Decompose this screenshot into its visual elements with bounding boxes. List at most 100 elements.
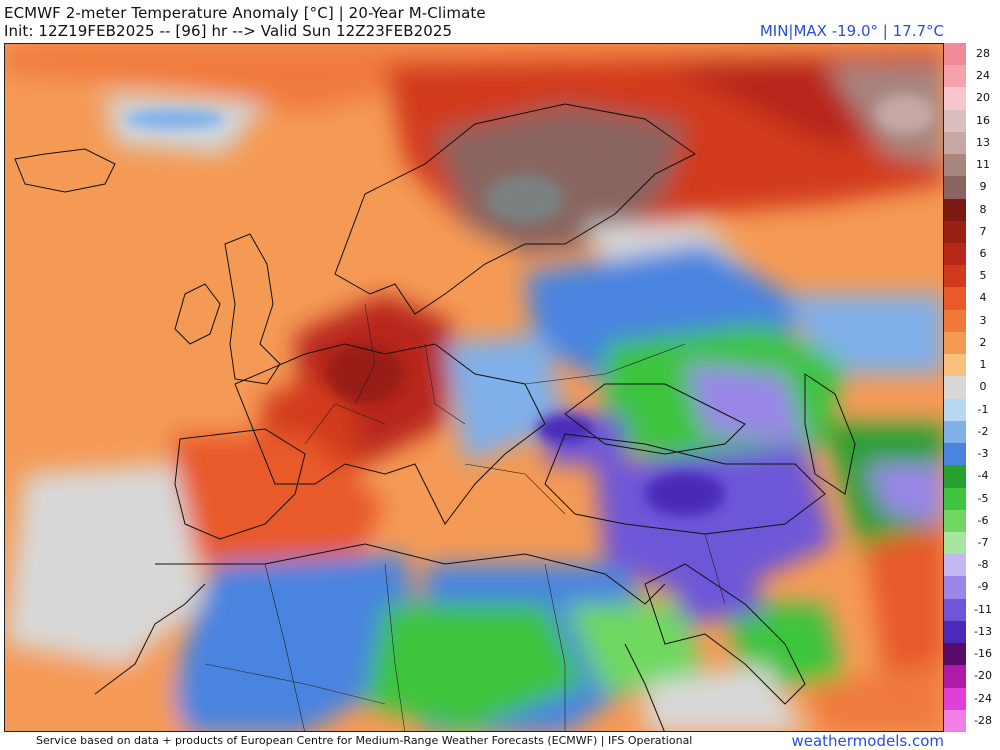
legend-entry: -2 <box>944 420 1000 444</box>
legend-label: -20 <box>974 669 992 683</box>
legend-swatch <box>944 220 966 244</box>
coastlines <box>14 103 856 731</box>
legend-entry: 5 <box>944 265 1000 288</box>
legend-entry: 1 <box>944 354 1000 377</box>
legend-swatch <box>944 154 966 177</box>
legend-entry: 2 <box>944 331 1000 355</box>
legend-entry: -9 <box>944 576 1000 599</box>
legend-label: 8 <box>979 202 987 216</box>
legend-entry: -24 <box>944 687 1000 710</box>
anomaly-map <box>4 43 944 732</box>
legend-swatch <box>944 43 966 66</box>
legend-swatch <box>944 65 966 88</box>
legend-label: 6 <box>979 247 987 261</box>
legend-swatch <box>944 87 966 110</box>
legend-label: 5 <box>979 269 987 283</box>
legend-label: 9 <box>979 180 987 194</box>
legend-entry: -11 <box>944 598 1000 621</box>
legend-label: 16 <box>976 113 990 127</box>
legend-entry: -7 <box>944 531 1000 555</box>
legend-entry: 13 <box>944 131 1000 155</box>
legend-swatch <box>944 131 966 155</box>
legend-entry: -20 <box>944 665 1000 688</box>
legend-entry: 4 <box>944 287 1000 310</box>
legend-swatch <box>944 554 966 577</box>
legend-label: 4 <box>979 291 987 305</box>
legend-label: -13 <box>974 624 992 638</box>
legend-entry: 20 <box>944 87 1000 110</box>
legend-label: -4 <box>977 469 989 483</box>
legend-label: -24 <box>974 691 992 705</box>
legend-swatch <box>944 709 966 732</box>
legend-entry: 0 <box>944 376 1000 399</box>
legend-swatch <box>944 265 966 288</box>
legend-label: -9 <box>977 580 989 594</box>
legend-swatch <box>944 687 966 710</box>
legend-label: -11 <box>974 602 992 616</box>
legend-entry: 9 <box>944 176 1000 199</box>
legend-label: -5 <box>977 491 989 505</box>
legend-entry: 16 <box>944 109 1000 132</box>
legend-entry: 7 <box>944 220 1000 244</box>
legend-label: 13 <box>976 135 990 149</box>
legend-swatch <box>944 620 966 644</box>
map-subtitle: Init: 12Z19FEB2025 -- [96] hr --> Valid … <box>4 22 453 40</box>
legend-swatch <box>944 376 966 399</box>
legend-entry: -3 <box>944 443 1000 466</box>
legend-entry: -4 <box>944 465 1000 488</box>
legend-label: -16 <box>974 647 992 661</box>
legend-entry: -1 <box>944 398 1000 421</box>
legend-swatch <box>944 243 966 266</box>
legend-label: 7 <box>979 224 987 238</box>
legend-label: -1 <box>977 402 989 416</box>
legend-swatch <box>944 643 966 666</box>
color-scale-legend: 28 24 20 16 13 11 9 8 7 6 5 4 3 2 1 0 -1 -2 -3 -4 -5 -6 -7 -8 -9… <box>944 43 1000 732</box>
legend-label: 2 <box>979 335 987 349</box>
legend-entry: 24 <box>944 65 1000 88</box>
legend-swatch <box>944 398 966 421</box>
legend-entry: 3 <box>944 309 1000 332</box>
legend-label: 11 <box>976 158 990 172</box>
legend-entry: 8 <box>944 198 1000 221</box>
min-max-readout: MIN|MAX -19.0° | 17.7°C <box>759 22 944 40</box>
legend-swatch <box>944 198 966 221</box>
data-credit: Service based on data + products of Euro… <box>36 734 693 747</box>
legend-swatch <box>944 176 966 199</box>
legend-entry: -13 <box>944 620 1000 644</box>
legend-swatch <box>944 487 966 510</box>
legend-label: -3 <box>977 447 989 461</box>
legend-label: -7 <box>977 535 989 549</box>
legend-swatch <box>944 665 966 688</box>
map-title: ECMWF 2-meter Temperature Anomaly [°C] |… <box>4 4 486 22</box>
brand-link[interactable]: weathermodels.com <box>791 732 944 750</box>
legend-entry: -5 <box>944 487 1000 510</box>
anomaly-map-canvas <box>5 44 943 731</box>
legend-swatch <box>944 420 966 444</box>
legend-label: -2 <box>977 424 989 438</box>
borders <box>204 303 726 731</box>
legend-label: 0 <box>979 380 987 394</box>
legend-entry: 28 <box>944 43 1000 66</box>
legend-label: 24 <box>976 69 990 83</box>
legend-swatch <box>944 443 966 466</box>
legend-swatch <box>944 465 966 488</box>
legend-entry: 6 <box>944 243 1000 266</box>
legend-entry: -28 <box>944 709 1000 732</box>
legend-label: -8 <box>977 558 989 572</box>
legend-swatch <box>944 531 966 555</box>
legend-label: -28 <box>974 713 992 727</box>
legend-entry: -16 <box>944 643 1000 666</box>
legend-entry: -8 <box>944 554 1000 577</box>
legend-swatch <box>944 576 966 599</box>
legend-label: 28 <box>976 47 990 60</box>
legend-swatch <box>944 109 966 132</box>
legend-swatch <box>944 354 966 377</box>
legend-label: 3 <box>979 313 987 327</box>
legend-label: 20 <box>976 91 990 105</box>
legend-entry: -6 <box>944 509 1000 532</box>
legend-swatch <box>944 309 966 332</box>
legend-swatch <box>944 509 966 532</box>
legend-label: 1 <box>979 358 987 372</box>
legend-swatch <box>944 331 966 355</box>
legend-entry: 11 <box>944 154 1000 177</box>
